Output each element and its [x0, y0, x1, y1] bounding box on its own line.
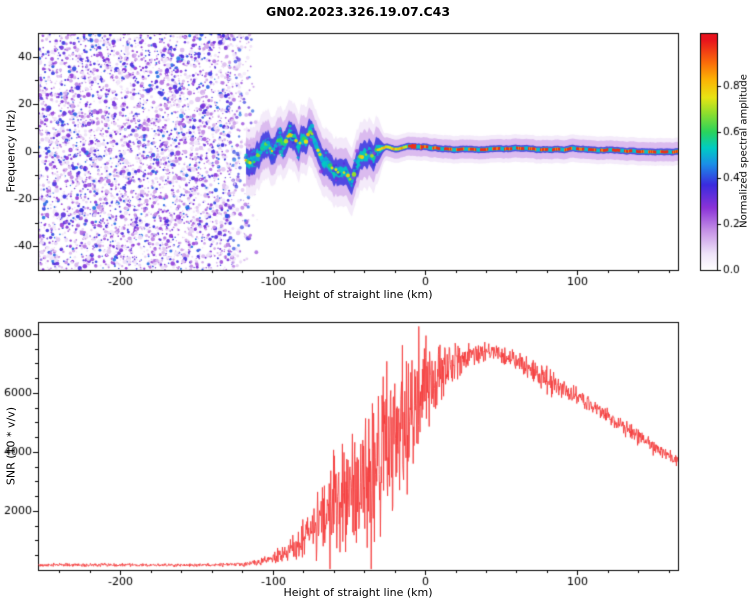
top-xaxis-label: Height of straight line (km) — [283, 288, 433, 301]
bottom-xaxis-label: Height of straight line (km) — [283, 586, 433, 599]
bottom-yaxis-label: SNR (10 * v/v) — [4, 406, 18, 486]
figure-title: GN02.2023.326.19.07.C43 — [265, 4, 451, 19]
colorbar-label: Normalized spectral amplitude — [738, 74, 750, 228]
top-yaxis-label: Frequency (Hz) — [4, 109, 18, 193]
